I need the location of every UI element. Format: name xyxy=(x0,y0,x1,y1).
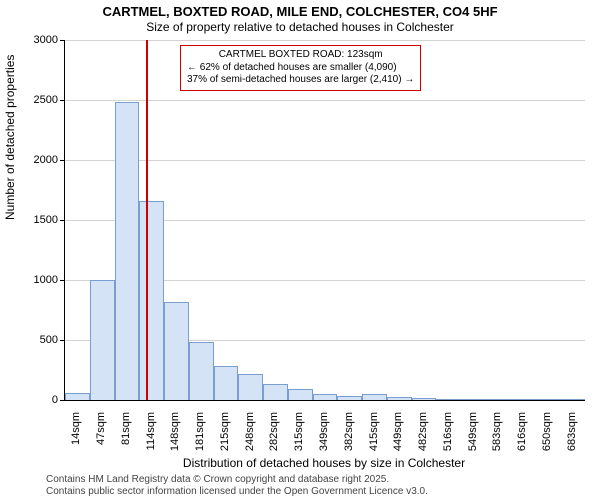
chart-container: CARTMEL, BOXTED ROAD, MILE END, COLCHEST… xyxy=(0,0,600,500)
bar xyxy=(486,399,511,400)
annotation-line: CARTMEL BOXTED ROAD: 123sqm xyxy=(187,49,414,62)
xtick-label: 114sqm xyxy=(145,412,157,460)
bar xyxy=(511,399,536,400)
footer-line1: Contains HM Land Registry data © Crown c… xyxy=(46,474,428,486)
xtick-label: 14sqm xyxy=(70,412,82,460)
bar xyxy=(288,389,313,400)
bar xyxy=(189,342,214,400)
xtick-label: 248sqm xyxy=(244,412,256,460)
xtick-label: 583sqm xyxy=(491,412,503,460)
xtick-label: 482sqm xyxy=(417,412,429,460)
xtick-label: 315sqm xyxy=(293,412,305,460)
bar xyxy=(214,366,239,400)
bar xyxy=(412,398,437,400)
xtick-label: 415sqm xyxy=(368,412,380,460)
footer-line2: Contains public sector information licen… xyxy=(46,486,428,498)
annotation-line: ← 62% of detached houses are smaller (4,… xyxy=(187,62,414,75)
xtick-label: 181sqm xyxy=(194,412,206,460)
xtick-label: 81sqm xyxy=(120,412,132,460)
ytick-label: 1500 xyxy=(8,214,58,226)
bar xyxy=(115,102,140,400)
xtick-label: 382sqm xyxy=(343,412,355,460)
plot-area: CARTMEL BOXTED ROAD: 123sqm← 62% of deta… xyxy=(64,40,585,401)
xtick-label: 449sqm xyxy=(392,412,404,460)
xtick-label: 683sqm xyxy=(566,412,578,460)
xtick-label: 148sqm xyxy=(169,412,181,460)
xtick-label: 47sqm xyxy=(95,412,107,460)
bar xyxy=(139,201,164,400)
xtick-label: 349sqm xyxy=(318,412,330,460)
xtick-label: 650sqm xyxy=(541,412,553,460)
ytick-label: 3000 xyxy=(8,34,58,46)
ytick-label: 2500 xyxy=(8,94,58,106)
annotation-box: CARTMEL BOXTED ROAD: 123sqm← 62% of deta… xyxy=(180,45,421,91)
footer-attribution: Contains HM Land Registry data © Crown c… xyxy=(46,474,428,498)
ytick-label: 1000 xyxy=(8,274,58,286)
chart-title: CARTMEL, BOXTED ROAD, MILE END, COLCHEST… xyxy=(0,4,600,19)
bar xyxy=(461,399,486,400)
bar xyxy=(362,394,387,400)
ytick-label: 0 xyxy=(8,394,58,406)
ytick-label: 500 xyxy=(8,334,58,346)
bar xyxy=(90,280,115,400)
xtick-label: 549sqm xyxy=(467,412,479,460)
chart-subtitle: Size of property relative to detached ho… xyxy=(0,20,600,34)
annotation-line: 37% of semi-detached houses are larger (… xyxy=(187,74,414,87)
bar xyxy=(560,399,585,400)
bar xyxy=(535,399,560,400)
xtick-label: 616sqm xyxy=(516,412,528,460)
bar xyxy=(164,302,189,400)
ytick-label: 2000 xyxy=(8,154,58,166)
bar xyxy=(313,394,338,400)
xtick-label: 215sqm xyxy=(219,412,231,460)
bar xyxy=(238,374,263,400)
xtick-label: 516sqm xyxy=(442,412,454,460)
y-axis-label: Number of detached properties xyxy=(3,55,17,220)
bar xyxy=(263,384,288,400)
bar xyxy=(436,399,461,400)
bar xyxy=(65,393,90,400)
xtick-label: 282sqm xyxy=(268,412,280,460)
bar xyxy=(387,397,412,400)
bar xyxy=(337,396,362,400)
x-axis-label: Distribution of detached houses by size … xyxy=(64,456,584,470)
